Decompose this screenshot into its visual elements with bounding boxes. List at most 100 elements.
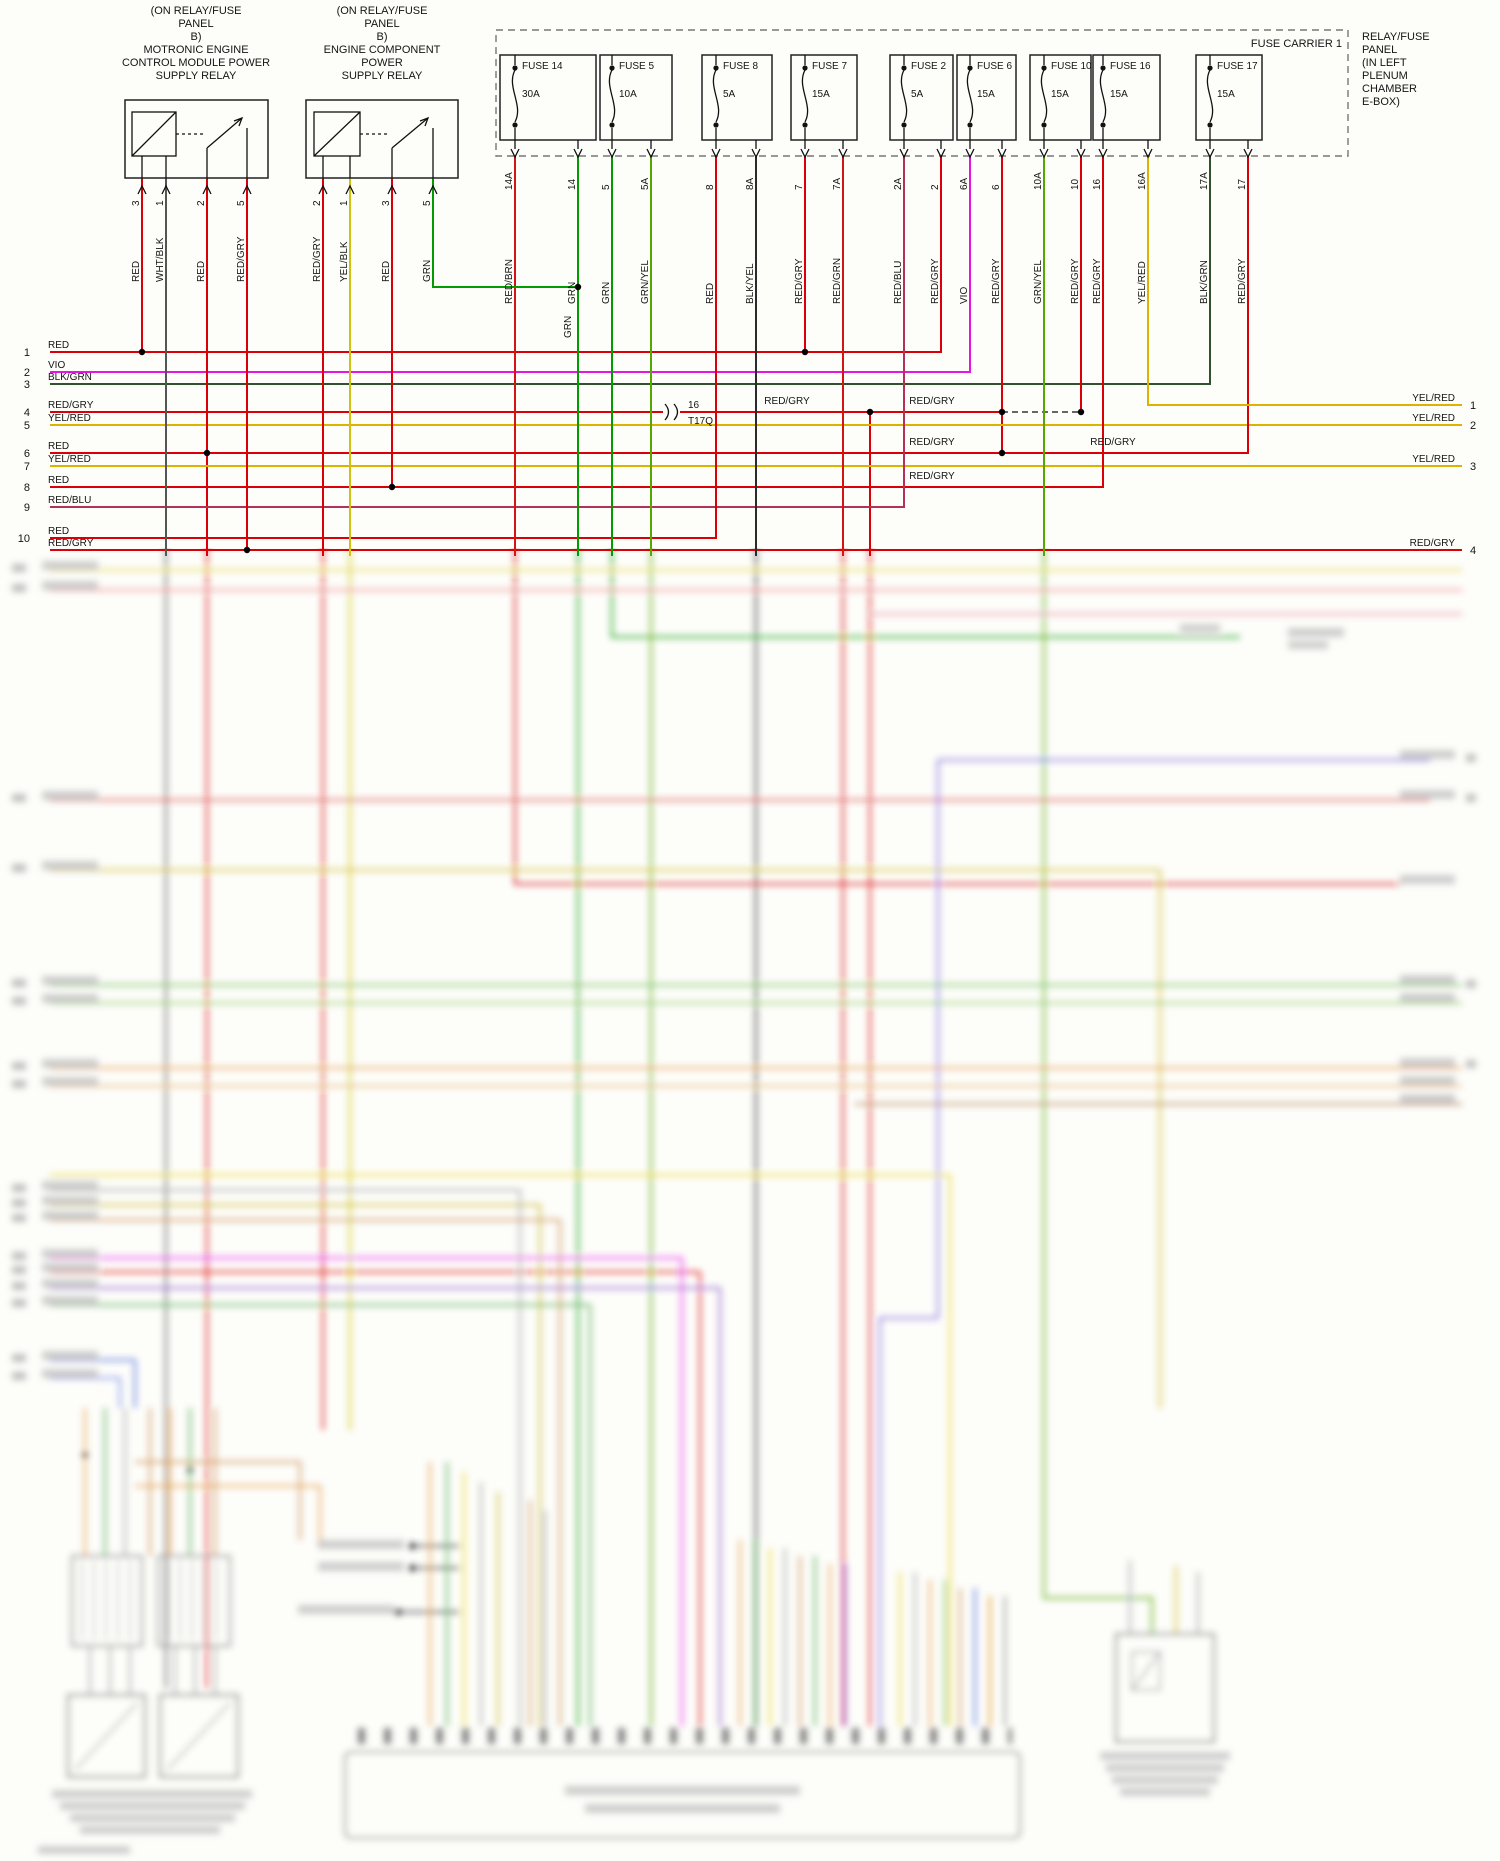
wire-color-label: RED	[48, 475, 69, 486]
fuse-box	[790, 54, 858, 141]
wire-color-label: VIO	[48, 360, 65, 371]
wire-color-label: RED/GRY	[764, 396, 810, 407]
fuse-pin-number: 6	[991, 184, 1002, 190]
fuse-box	[599, 54, 673, 141]
fuse-pin-number: 7A	[832, 177, 843, 190]
wire-color-label: BLK/GRN	[48, 372, 92, 383]
wire-color-label: GRN	[422, 260, 433, 282]
relay2-header-line: ENGINE COMPONENT	[324, 44, 441, 56]
fuse-box	[956, 54, 1017, 141]
fuse-name: FUSE 10	[1051, 61, 1092, 72]
panel-location-line: E-BOX)	[1362, 96, 1400, 108]
right-circuit-rows: YEL/RED YEL/RED YEL/RED RED/GRY 1 2 3 4	[1410, 393, 1477, 557]
fuse-carrier: FUSE CARRIER 1 RELAY/FUSE PANEL (IN LEFT…	[495, 29, 1430, 304]
wire-color-label: BLK/YEL	[745, 263, 756, 304]
relay2-header-line: SUPPLY RELAY	[342, 70, 423, 82]
wire-color-label: RED	[131, 261, 142, 282]
panel-location-line: (IN LEFT	[1362, 57, 1407, 69]
wire-color-label: RED	[196, 261, 207, 282]
fuse-name: FUSE 8	[723, 61, 758, 72]
fuse-symbol-dots	[512, 65, 1213, 128]
wire-color-label: RED/GRY	[48, 538, 94, 549]
wire-color-label: VIO	[959, 287, 970, 304]
fuse-pin-number: 14	[567, 178, 578, 190]
wire-color-label: RED/GRY	[909, 437, 955, 448]
fuse-amps: 15A	[1217, 89, 1235, 100]
wire-color-label: WHT/BLK	[155, 237, 166, 282]
wire-color-label: RED/BLU	[48, 495, 91, 506]
relay1-header-line: CONTROL MODULE POWER	[122, 57, 270, 69]
wire-color-label: YEL/BLK	[339, 241, 350, 282]
relay1-header-line: PANEL	[178, 18, 213, 30]
connector-id-label: T17Q	[688, 416, 713, 427]
fuse-amps: 5A	[723, 89, 736, 100]
relay2-header-line: POWER	[361, 57, 403, 69]
fuse-amps: 15A	[1051, 89, 1069, 100]
relay2-pin-number: 3	[381, 200, 392, 206]
wire-color-label: RED/GRY	[236, 236, 247, 282]
fuse-box	[1092, 54, 1161, 141]
relay-engine-component: (ON RELAY/FUSE PANEL B) ENGINE COMPONENT…	[305, 5, 459, 282]
row-number: 1	[24, 347, 30, 359]
relay2-header-line: (ON RELAY/FUSE	[337, 5, 428, 17]
relay-motronic-engine-control: (ON RELAY/FUSE PANEL B) MOTRONIC ENGINE …	[122, 5, 270, 282]
wires	[50, 156, 1462, 556]
fuse-pin-number: 5A	[640, 177, 651, 190]
wire-color-label: GRN	[601, 282, 612, 304]
wire-color-label: RED	[381, 261, 392, 282]
fuse-amps: 15A	[1110, 89, 1128, 100]
fuse-pin-number: 7	[794, 184, 805, 190]
relay1-header-line: B)	[191, 31, 202, 43]
wire-color-label: BLK/GRN	[1199, 260, 1210, 304]
row-number: 9	[24, 502, 30, 514]
connector-pin-label: 16	[688, 400, 700, 411]
row-number: 3	[24, 379, 30, 391]
fuse-name: FUSE 17	[1217, 61, 1258, 72]
fuse-amps: 30A	[522, 89, 540, 100]
relay1-header-line: SUPPLY RELAY	[156, 70, 237, 82]
relay1-header-line: MOTRONIC ENGINE	[143, 44, 248, 56]
row-number: 1	[1470, 400, 1476, 412]
row-number: 2	[24, 367, 30, 379]
wire-color-label: RED/GRY	[48, 400, 94, 411]
row-number: 4	[24, 407, 30, 419]
row-number: 5	[24, 420, 30, 432]
fuse-carrier-title: FUSE CARRIER 1	[1251, 38, 1342, 50]
wire-color-label: RED/BRN	[504, 259, 515, 304]
fuse-amps: 10A	[619, 89, 637, 100]
fuse-pin-number: 17	[1237, 178, 1248, 190]
wire-color-label: RED	[705, 283, 716, 304]
wire-color-label: GRN	[567, 282, 578, 304]
wire-color-label: RED/GRN	[832, 258, 843, 304]
fuse-box	[889, 54, 954, 141]
fuse-pin-number: 16	[1092, 178, 1103, 190]
wire-color-label: RED/GRY	[312, 236, 323, 282]
fuse-pin-number: 6A	[959, 177, 970, 190]
relay1-pin-number: 1	[155, 200, 166, 206]
panel-location-line: PANEL	[1362, 44, 1397, 56]
blurred-row-numbers	[12, 564, 1476, 1380]
wire-color-label: RED	[48, 441, 69, 452]
wire-color-label: RED/BLU	[893, 261, 904, 304]
wire-color-label: RED/GRY	[1090, 437, 1136, 448]
row-number: 6	[24, 448, 30, 460]
inline-connector-T17Q: 16 T17Q	[664, 400, 713, 427]
fuse-pin-number: 8A	[745, 177, 756, 190]
fuse-name: FUSE 7	[812, 61, 847, 72]
panel-location-line: RELAY/FUSE	[1362, 31, 1430, 43]
fuse-box	[701, 54, 773, 141]
fuse-amps: 15A	[977, 89, 995, 100]
relay2-box	[305, 99, 459, 179]
fuse-box	[1029, 54, 1092, 141]
relay2-pin-number: 2	[312, 200, 323, 206]
wire-color-label: RED/GRY	[909, 396, 955, 407]
wire-color-label: RED/GRY	[909, 471, 955, 482]
fuse-name: FUSE 5	[619, 61, 654, 72]
fuse-pin-number: 8	[705, 184, 716, 190]
wire-color-label: YEL/RED	[1412, 413, 1455, 424]
wire-color-label: RED/GRY	[930, 258, 941, 304]
fuse-pin-number: 2	[930, 184, 941, 190]
wire-color-label: RED/GRY	[1092, 258, 1103, 304]
